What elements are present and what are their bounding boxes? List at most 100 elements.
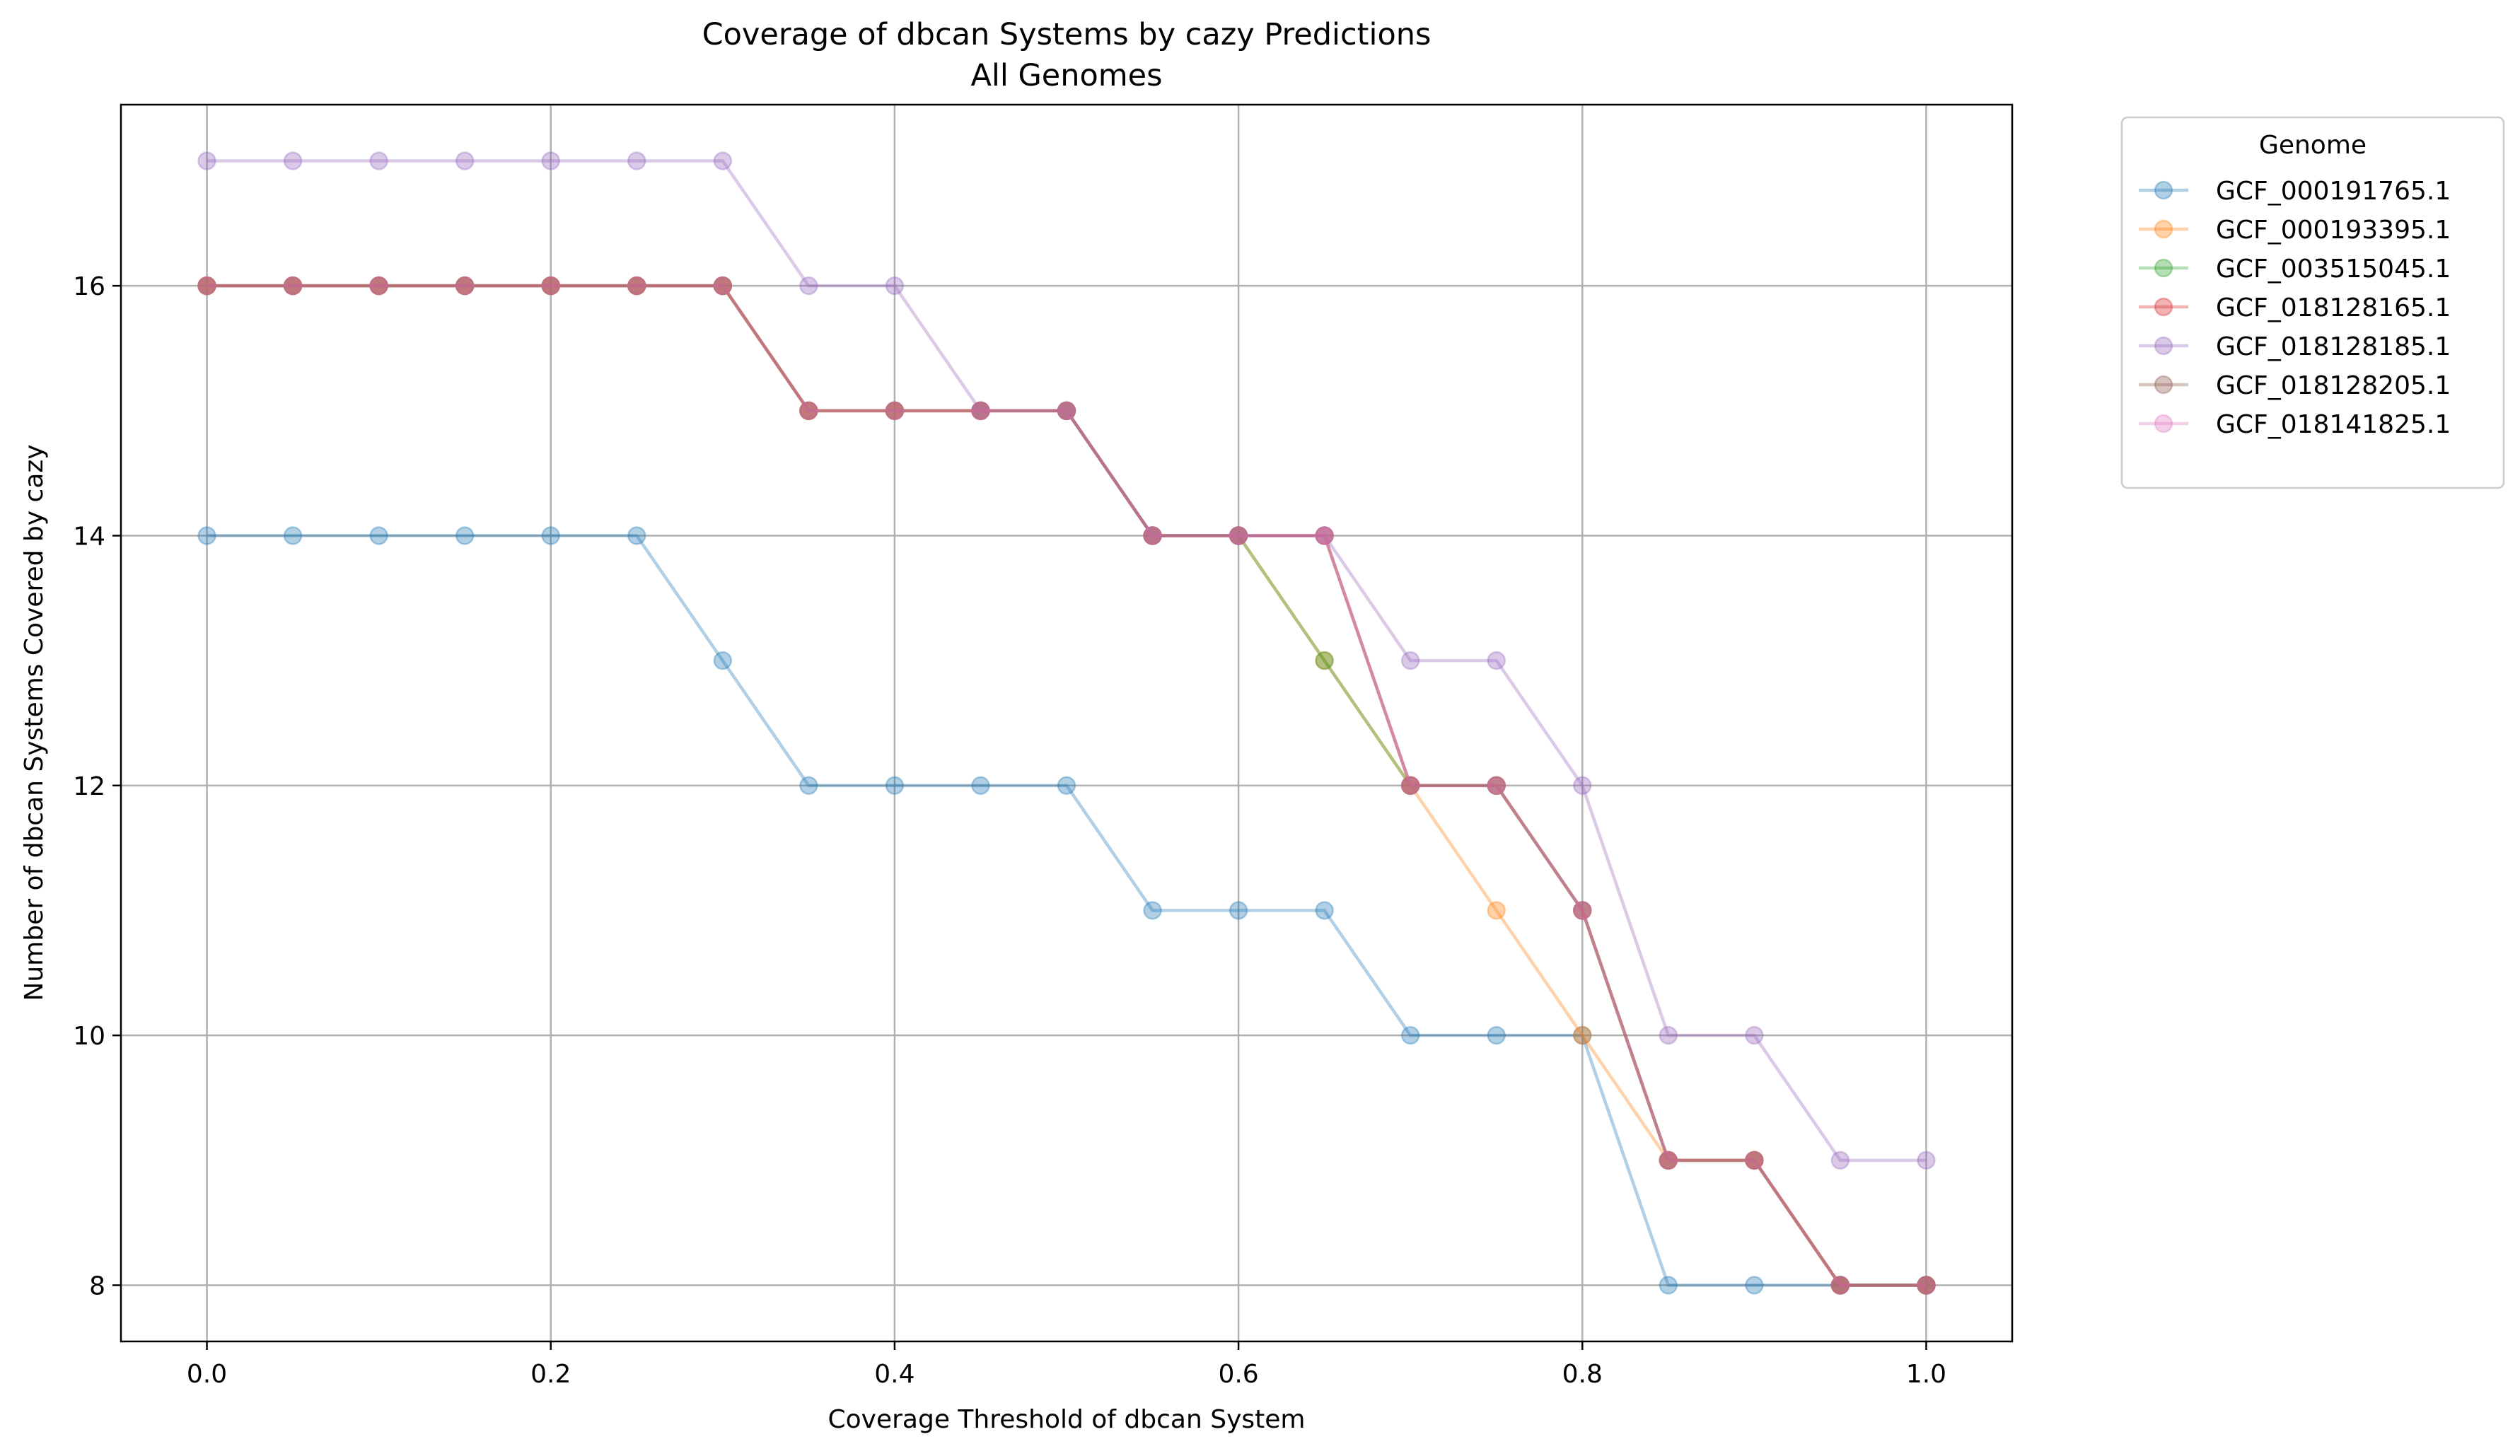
data-point (541, 276, 560, 296)
data-point (1315, 526, 1334, 545)
chart-subtitle: All Genomes (970, 58, 1162, 93)
data-point (1917, 1276, 1936, 1295)
data-point (283, 276, 303, 296)
data-point (713, 276, 733, 296)
y-axis-label: Number of dbcan Systems Covered by cazy (20, 444, 49, 1001)
legend-marker (2154, 414, 2173, 433)
series-line (207, 159, 1927, 1163)
legend: Genome GCF_000191765.1GCF_000193395.1GCF… (2120, 116, 2505, 489)
data-point (283, 276, 303, 296)
legend-marker (2154, 258, 2173, 278)
series-GCF_003515045.1 (197, 276, 1936, 1295)
data-point (1659, 1276, 1678, 1295)
data-point (885, 401, 905, 421)
series-GCF_018128205.1 (197, 276, 1936, 1295)
data-point (1830, 1276, 1850, 1295)
legend-marker (2154, 180, 2173, 200)
data-point (1487, 776, 1506, 796)
data-point (1830, 1276, 1850, 1295)
series-GCF_018128165.1 (197, 276, 1936, 1295)
series-line (207, 534, 1927, 1287)
data-point (799, 776, 818, 796)
data-point (1143, 526, 1162, 545)
data-point (627, 276, 646, 296)
data-point (627, 276, 646, 296)
data-point (1745, 1151, 1764, 1170)
data-point (1659, 1151, 1678, 1170)
x-tick-label: 1.0 (1906, 1360, 1946, 1389)
legend-item: GCF_018128185.1 (2139, 332, 2451, 361)
data-point (1057, 401, 1076, 421)
data-point (1229, 526, 1248, 545)
legend-title: Genome (2259, 131, 2367, 160)
data-point (627, 276, 646, 296)
data-point (971, 401, 990, 421)
data-point (1315, 526, 1334, 545)
data-point (1917, 1151, 1936, 1170)
data-point (1745, 1151, 1764, 1170)
data-point (1057, 401, 1076, 421)
series-GCF_018141825.1 (197, 276, 1936, 1295)
y-tick-label: 14 (73, 523, 105, 552)
data-point (541, 276, 560, 296)
legend-item: GCF_003515045.1 (2139, 255, 2451, 284)
legend-item: GCF_018141825.1 (2139, 410, 2451, 439)
data-point (1659, 1151, 1678, 1170)
data-point (1659, 1151, 1678, 1170)
data-point (1487, 901, 1506, 920)
data-point (369, 276, 388, 296)
legend-label: GCF_003515045.1 (2216, 255, 2451, 284)
data-point (627, 276, 646, 296)
data-point (1745, 1151, 1764, 1170)
data-point (799, 401, 818, 421)
x-tick-label: 0.0 (187, 1360, 227, 1389)
data-point (1057, 401, 1076, 421)
data-point (1830, 1276, 1850, 1295)
data-point (1573, 776, 1592, 796)
data-point (1315, 651, 1334, 670)
legend-item: GCF_000191765.1 (2139, 177, 2451, 206)
legend-marker (2154, 375, 2173, 395)
data-point (369, 276, 388, 296)
legend-label: GCF_018128205.1 (2216, 371, 2451, 400)
data-point (455, 276, 475, 296)
data-point (1487, 776, 1506, 796)
x-tick-label: 0.6 (1218, 1360, 1258, 1389)
data-point (971, 401, 990, 421)
data-point (1229, 526, 1248, 545)
data-point (1315, 526, 1334, 545)
data-point (1400, 776, 1420, 796)
data-point (1745, 1151, 1764, 1170)
legend-marker (2154, 219, 2173, 239)
data-point (197, 276, 216, 296)
data-point (1659, 1025, 1678, 1045)
data-point (1143, 901, 1162, 920)
data-point (713, 276, 733, 296)
data-point (971, 401, 990, 421)
data-point (1400, 1025, 1420, 1045)
data-point (971, 401, 990, 421)
series-GCF_018128185.1 (197, 151, 1936, 1170)
data-point (1229, 526, 1248, 545)
data-point (1573, 901, 1592, 920)
legend-marker (2154, 336, 2173, 356)
data-point (799, 276, 818, 296)
data-point (283, 276, 303, 296)
data-point (971, 776, 990, 796)
y-tick-label: 12 (73, 772, 105, 801)
data-point (885, 776, 905, 796)
data-point (369, 276, 388, 296)
legend-label: GCF_018141825.1 (2216, 410, 2451, 439)
data-point (971, 401, 990, 421)
legend-marker (2154, 297, 2173, 317)
y-tick-label: 10 (73, 1022, 105, 1051)
data-point (713, 276, 733, 296)
x-tick-label: 0.2 (530, 1360, 571, 1389)
series-group (197, 151, 1936, 1295)
data-point (885, 401, 905, 421)
data-point (1659, 1151, 1678, 1170)
data-point (197, 276, 216, 296)
data-point (1917, 1276, 1936, 1295)
data-point (455, 276, 475, 296)
